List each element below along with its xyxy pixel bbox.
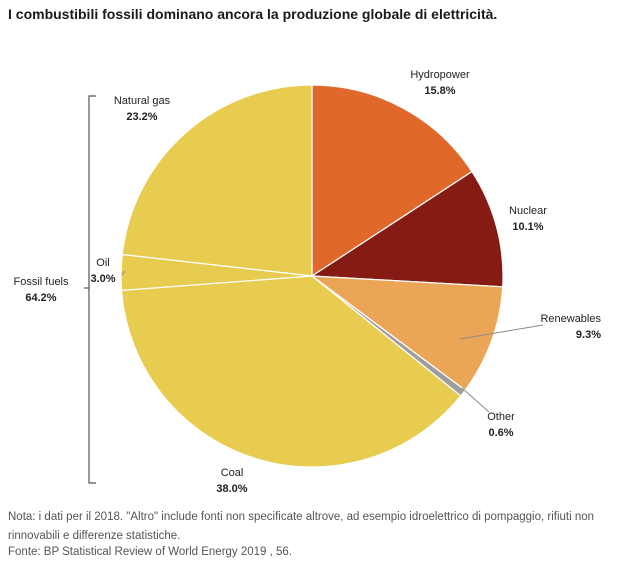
- slice-label-oil: Oil: [96, 257, 109, 269]
- leader-oil: [121, 270, 126, 276]
- slice-label-coal: Coal: [221, 467, 244, 479]
- slice-value-coal: 38.0%: [216, 483, 247, 495]
- group-value-fossil-fuels: 64.2%: [25, 292, 56, 304]
- slice-value-nuclear: 10.1%: [512, 221, 543, 233]
- slice-value-oil: 3.0%: [90, 273, 115, 285]
- chart-title: I combustibili fossili dominano ancora l…: [8, 6, 498, 22]
- slice-nuclear: [310, 170, 504, 288]
- leader-renewables: [459, 324, 544, 340]
- slice-label-other: Other: [487, 411, 515, 423]
- slice-natural-gas: [121, 84, 313, 277]
- footnote: Nota: i dati per il 2018. "Altro" includ…: [8, 511, 595, 542]
- pie-slices: [120, 84, 504, 468]
- slice-value-other: 0.6%: [488, 427, 513, 439]
- leader-other: [461, 387, 490, 413]
- leader-lines: [121, 270, 544, 413]
- source-note: Fonte: BP Statistical Review of World En…: [8, 546, 293, 558]
- slice-label-renewables: Renewables: [540, 313, 601, 325]
- fossil-fuels-bracket: Fossil fuels 64.2%: [13, 95, 96, 484]
- slice-hydropower: [311, 84, 473, 278]
- slice-value-natural-gas: 23.2%: [126, 111, 157, 123]
- group-label-fossil-fuels: Fossil fuels: [13, 276, 69, 288]
- slice-coal: [120, 275, 462, 468]
- slice-labels: Hydropower 15.8% Nuclear 10.1% Renewables 9.3…: [90, 69, 601, 495]
- slice-label-nuclear: Nuclear: [509, 205, 547, 217]
- slice-value-renewables: 9.3%: [576, 329, 601, 341]
- bracket-line: [88, 95, 96, 484]
- slice-renewables: [310, 275, 504, 392]
- slice-value-hydropower: 15.8%: [424, 85, 455, 97]
- slice-label-natural-gas: Natural gas: [114, 95, 171, 107]
- pie-chart: Hydropower 15.8% Nuclear 10.1% Renewables 9.3…: [13, 69, 601, 495]
- slice-label-hydropower: Hydropower: [410, 69, 470, 81]
